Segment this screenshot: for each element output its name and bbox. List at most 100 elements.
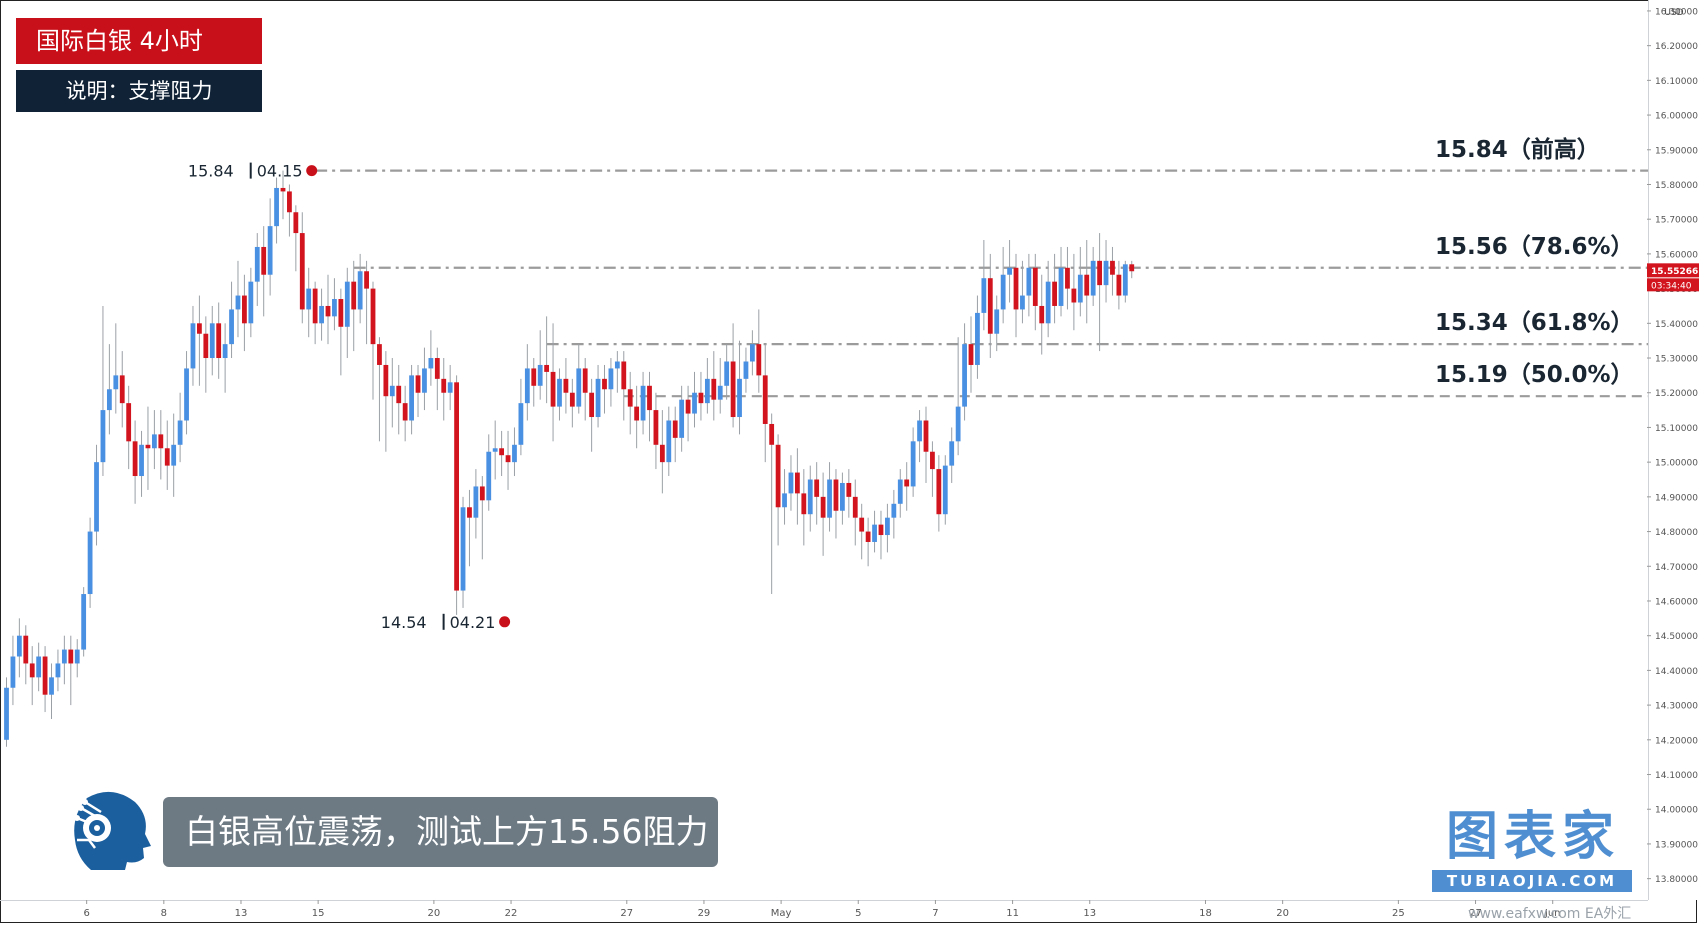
candle-body bbox=[364, 271, 369, 289]
candle-body bbox=[968, 344, 974, 365]
candle-body bbox=[1116, 274, 1122, 296]
candle-body bbox=[557, 378, 562, 407]
candle-body bbox=[49, 677, 54, 695]
price-tick-label: 14.90000 bbox=[1655, 493, 1698, 503]
candle-body bbox=[454, 382, 459, 591]
candle-body bbox=[222, 344, 228, 359]
candle-body bbox=[197, 323, 202, 334]
candle-body bbox=[614, 361, 620, 369]
candle-body bbox=[679, 399, 685, 438]
candle-body bbox=[402, 403, 408, 421]
candle-body bbox=[711, 378, 717, 400]
robot-avatar-icon bbox=[74, 791, 151, 870]
price-tick-label: 15.90000 bbox=[1655, 146, 1698, 156]
candle-body bbox=[94, 462, 99, 532]
candle-body bbox=[550, 371, 556, 407]
candle-body bbox=[775, 444, 781, 508]
candle-body bbox=[704, 378, 710, 404]
current-price-text: 15.55266 bbox=[1651, 267, 1698, 277]
candle-body bbox=[923, 420, 929, 452]
candle-body bbox=[216, 323, 222, 359]
candle-body bbox=[1071, 288, 1077, 303]
candle-body bbox=[602, 378, 607, 390]
date-tick-label: 8 bbox=[161, 908, 167, 919]
price-tick-label: 15.60000 bbox=[1655, 250, 1698, 260]
candle-body bbox=[1077, 274, 1083, 303]
candle-body bbox=[486, 451, 492, 501]
candle-body bbox=[351, 281, 357, 310]
candle-body bbox=[383, 364, 389, 397]
candle-body bbox=[1129, 264, 1135, 272]
candle-body bbox=[859, 517, 865, 532]
date-axis[interactable] bbox=[0, 900, 1648, 925]
date-tick-label: 27 bbox=[1469, 908, 1482, 919]
date-tick-label: 20 bbox=[1276, 908, 1289, 919]
candle-body bbox=[299, 233, 305, 310]
candle-body bbox=[930, 451, 935, 470]
candle-body bbox=[248, 281, 254, 324]
date-tick-label: 11 bbox=[1006, 908, 1019, 919]
candle-body bbox=[794, 472, 800, 494]
candle-body bbox=[1084, 274, 1090, 296]
candle-body bbox=[106, 389, 112, 411]
price-axis[interactable]: USD bbox=[1648, 0, 1699, 900]
candle-body bbox=[409, 375, 414, 421]
candle-body bbox=[139, 444, 144, 477]
level-label-618: 15.34（61.8%） bbox=[1435, 310, 1634, 337]
candle-body bbox=[647, 385, 652, 411]
candle-body bbox=[717, 385, 723, 400]
candle-body bbox=[563, 378, 569, 393]
candle-body bbox=[1007, 267, 1012, 275]
brand-logo: 图表家 TUBIAOJIA.COM bbox=[1428, 808, 1638, 898]
candle-body bbox=[357, 271, 363, 310]
date-tick-label: Jun bbox=[1544, 908, 1561, 919]
candle-body bbox=[756, 344, 762, 376]
candle-body bbox=[87, 531, 93, 595]
candle-body bbox=[422, 368, 427, 393]
instrument-title: 国际白银 4小时 bbox=[16, 18, 262, 64]
price-tick-label: 15.00000 bbox=[1655, 459, 1698, 469]
candle-body bbox=[576, 368, 582, 407]
level-label-prev-high: 15.84（前高） bbox=[1435, 136, 1600, 163]
extreme-marker-dot bbox=[306, 165, 318, 177]
candle-body bbox=[730, 361, 736, 418]
candle-body bbox=[685, 399, 691, 414]
candle-body bbox=[460, 507, 466, 591]
candle-body bbox=[171, 444, 177, 466]
candle-body bbox=[261, 246, 267, 275]
candle-body bbox=[312, 288, 318, 324]
candle-body bbox=[634, 406, 640, 421]
candle-body bbox=[4, 687, 9, 740]
price-tick-label: 14.10000 bbox=[1655, 771, 1698, 781]
candle-body bbox=[274, 187, 279, 227]
marker-price-label: 14.54 bbox=[381, 613, 427, 632]
candle-body bbox=[74, 649, 80, 664]
date-tick-label: 22 bbox=[505, 908, 518, 919]
candle-body bbox=[769, 423, 775, 445]
candle-body bbox=[306, 288, 312, 310]
current-price-badge bbox=[1647, 263, 1699, 278]
candle-body bbox=[242, 295, 247, 324]
price-tick-label: 16.20000 bbox=[1655, 42, 1698, 52]
price-tick-label: 14.70000 bbox=[1655, 563, 1698, 573]
candle-body bbox=[479, 486, 485, 501]
candle-body bbox=[692, 392, 697, 414]
candle-body bbox=[81, 594, 87, 650]
candle-body bbox=[332, 299, 337, 317]
price-tick-label: 15.40000 bbox=[1655, 320, 1698, 330]
candle-body bbox=[100, 410, 106, 463]
date-tick-label: 5 bbox=[855, 908, 861, 919]
candlestick-chart[interactable]: 15.84 04.15 14.54 04.21 bbox=[0, 0, 1648, 900]
candle-body bbox=[287, 191, 292, 213]
candle-body bbox=[119, 375, 125, 404]
date-tick-label: 7 bbox=[932, 908, 938, 919]
candle-body bbox=[280, 187, 286, 192]
candle-body bbox=[524, 368, 530, 404]
candle-body bbox=[36, 656, 42, 678]
extreme-marker-dot bbox=[499, 616, 511, 628]
candle-body bbox=[537, 364, 543, 386]
price-tick-label: 15.10000 bbox=[1655, 424, 1698, 434]
candle-body bbox=[344, 281, 350, 327]
candle-body bbox=[942, 465, 948, 515]
candle-body bbox=[589, 392, 595, 418]
